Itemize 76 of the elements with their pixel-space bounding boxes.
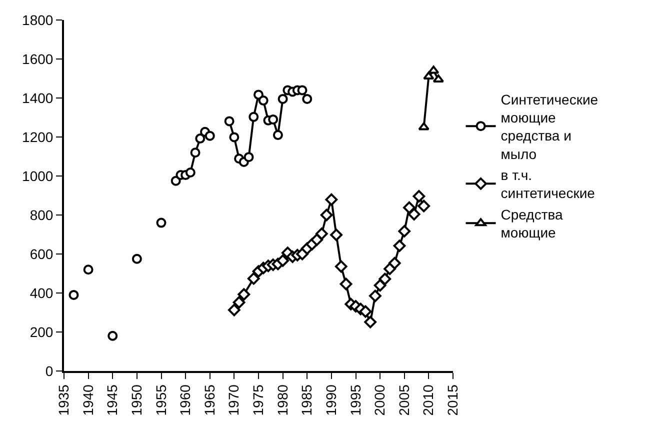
point — [316, 228, 328, 240]
point — [83, 264, 94, 275]
x-tick-label: 2000 — [372, 384, 388, 416]
y-tick-label: 800 — [30, 206, 54, 223]
y-tick-label: 0 — [45, 362, 54, 379]
x-tick-label: 1970 — [226, 384, 242, 416]
point — [325, 193, 338, 206]
point — [268, 114, 278, 124]
point — [364, 316, 377, 328]
point — [423, 72, 434, 80]
y-tick-label: 1800 — [22, 12, 54, 28]
point — [190, 148, 200, 158]
x-tick-label: 1965 — [201, 384, 218, 416]
point — [359, 305, 372, 318]
point — [418, 122, 430, 130]
x-tick-label: 1950 — [128, 384, 144, 416]
y-tick-label: 1600 — [22, 50, 54, 67]
x-tick-label: 1960 — [177, 384, 194, 416]
x-tick-label: 1985 — [298, 384, 315, 416]
legend-label: в т.ч. синтетические — [500, 167, 596, 202]
point — [340, 278, 352, 290]
point — [398, 224, 411, 238]
point — [374, 279, 386, 292]
point — [272, 130, 283, 140]
point — [244, 152, 254, 162]
y-tick-label: 1000 — [22, 168, 54, 184]
point — [238, 288, 250, 301]
point — [228, 304, 240, 316]
point — [320, 208, 333, 222]
x-tick-label: 1945 — [104, 384, 120, 416]
point — [330, 228, 342, 242]
y-tick-label: 1400 — [22, 90, 54, 106]
point — [302, 94, 312, 104]
x-tick-label: 1980 — [274, 384, 290, 416]
point — [108, 330, 118, 341]
point — [310, 234, 324, 246]
point — [185, 167, 196, 178]
point — [258, 96, 268, 106]
y-tick-label: 400 — [30, 284, 54, 301]
x-tick-label: 1990 — [322, 384, 339, 416]
point — [412, 190, 426, 202]
point — [334, 260, 348, 273]
point — [432, 74, 444, 82]
x-tick-label: 2010 — [420, 384, 436, 416]
y-tick-label: 600 — [30, 246, 54, 262]
y-tick-label: 200 — [30, 324, 54, 340]
point — [388, 256, 401, 270]
x-tick-label: 1975 — [250, 384, 266, 416]
legend-label: Средства моющие — [500, 206, 564, 241]
point — [408, 208, 420, 220]
x-tick-label: 2015 — [444, 384, 461, 416]
point — [224, 116, 234, 126]
x-tick-label: 1940 — [80, 384, 96, 416]
point — [428, 66, 440, 74]
x-tick-label: 2005 — [396, 384, 412, 416]
point — [403, 201, 416, 214]
point — [278, 94, 288, 104]
point — [276, 254, 290, 267]
point — [68, 290, 79, 300]
point — [393, 240, 406, 252]
point — [229, 132, 240, 142]
point — [248, 112, 259, 122]
point — [297, 85, 308, 96]
point — [369, 290, 382, 302]
point — [418, 200, 430, 212]
x-tick-label: 1935 — [56, 384, 72, 416]
point — [232, 296, 246, 309]
point — [378, 272, 392, 286]
point — [195, 134, 206, 144]
point — [204, 130, 215, 141]
y-tick-label: 1200 — [22, 128, 54, 145]
point — [132, 254, 142, 264]
x-tick-label: 1995 — [347, 384, 364, 416]
x-tick-label: 1955 — [152, 384, 169, 416]
point — [156, 218, 166, 228]
point — [247, 272, 260, 285]
